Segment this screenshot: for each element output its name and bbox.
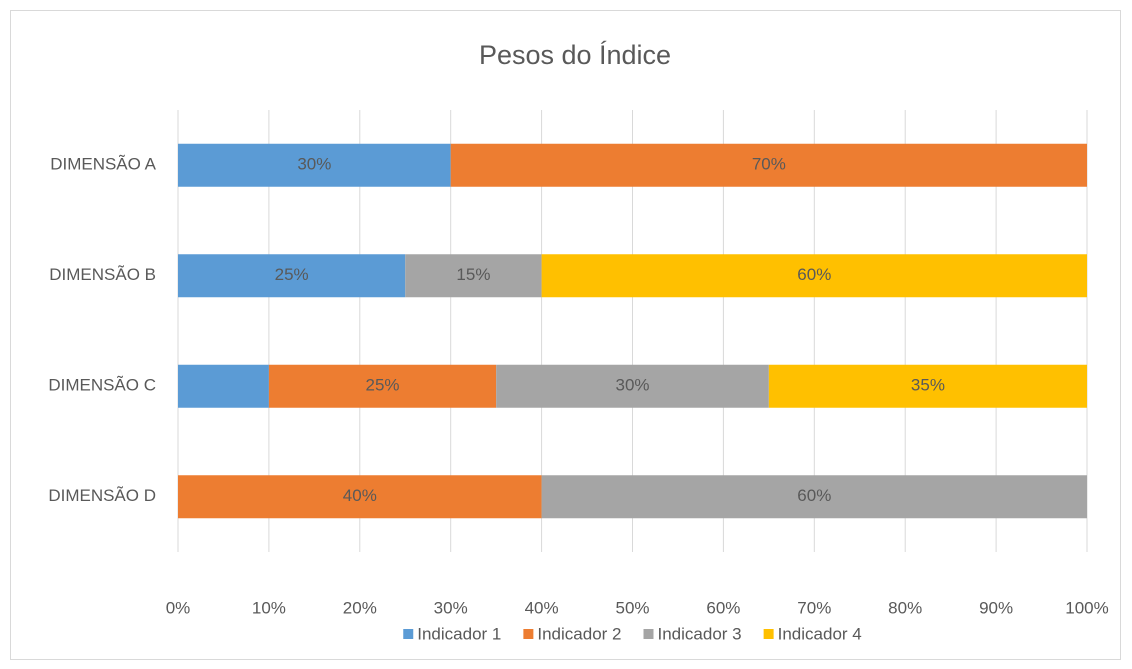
y-tick-label: DIMENSÃO D <box>48 486 156 505</box>
y-tick-label: DIMENSÃO A <box>50 155 156 174</box>
bar-segment <box>541 475 1087 519</box>
legend-swatch <box>763 629 774 639</box>
legend-label: Indicador 1 <box>417 624 501 643</box>
bar-segment <box>178 364 269 408</box>
data-label: 30% <box>297 155 331 174</box>
bar-segment <box>768 364 1087 408</box>
bar-segment <box>496 364 769 408</box>
chart-border <box>10 10 1121 660</box>
data-label: 25% <box>275 265 309 284</box>
legend-swatch <box>643 629 654 639</box>
legend-swatch <box>523 629 534 639</box>
bar-segment <box>178 254 406 298</box>
x-tick-label: 10% <box>252 598 286 617</box>
data-label: 25% <box>366 376 400 395</box>
x-tick-label: 0% <box>166 598 191 617</box>
data-label: 70% <box>752 155 786 174</box>
x-tick-label: 60% <box>706 598 740 617</box>
x-tick-label: 40% <box>525 598 559 617</box>
x-tick-label: 70% <box>797 598 831 617</box>
legend-label: Indicador 3 <box>658 624 742 643</box>
y-tick-label: DIMENSÃO C <box>48 376 156 395</box>
x-tick-label: 20% <box>343 598 377 617</box>
legend-label: Indicador 2 <box>537 624 621 643</box>
data-label: 60% <box>797 265 831 284</box>
bar-segment <box>178 475 542 519</box>
bar-segment <box>268 364 497 408</box>
bar-segment <box>178 143 451 187</box>
legend-label: Indicador 4 <box>778 624 862 643</box>
data-label: 35% <box>911 376 945 395</box>
data-label: 30% <box>615 376 649 395</box>
data-label: 40% <box>343 486 377 505</box>
legend-swatch <box>403 629 414 639</box>
x-tick-label: 90% <box>979 598 1013 617</box>
data-label: 15% <box>456 265 490 284</box>
data-label: 60% <box>797 486 831 505</box>
x-tick-label: 80% <box>888 598 922 617</box>
x-tick-label: 100% <box>1065 598 1108 617</box>
bar-segment <box>541 254 1087 298</box>
bar-segment <box>450 143 1087 187</box>
bar-segment <box>405 254 542 298</box>
x-tick-label: 30% <box>434 598 468 617</box>
y-tick-label: DIMENSÃO B <box>49 265 156 284</box>
chart-title: Pesos do Índice <box>479 40 671 70</box>
x-tick-label: 50% <box>615 598 649 617</box>
